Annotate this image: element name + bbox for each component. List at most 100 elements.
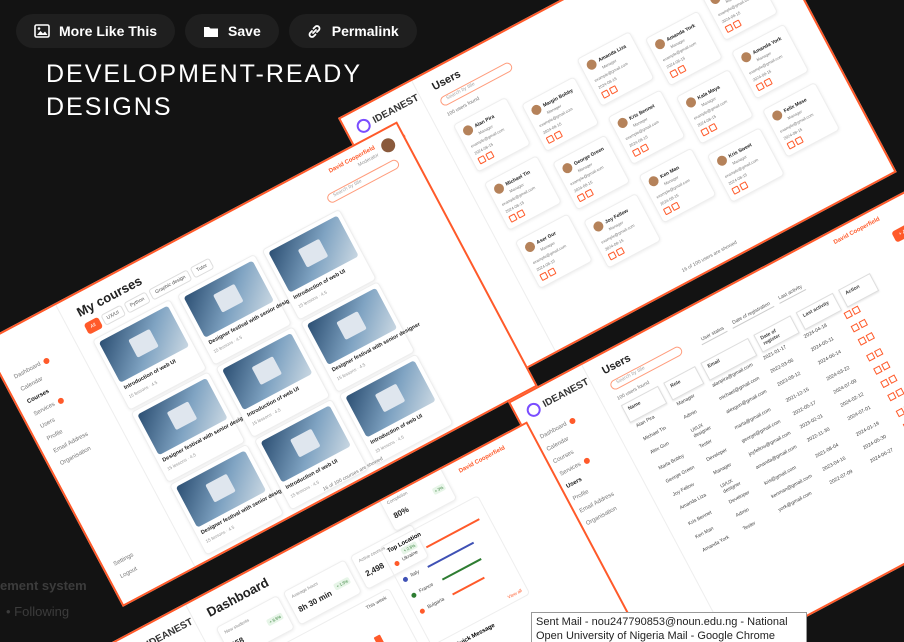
sidebar-nav: Dashboard Calendar Courses Services User…: [11, 353, 98, 470]
delete-icon[interactable]: [895, 387, 904, 398]
edit-icon[interactable]: [477, 155, 487, 165]
save-button[interactable]: Save: [185, 14, 279, 48]
delete-icon[interactable]: [516, 209, 526, 219]
delete-icon[interactable]: [865, 332, 876, 342]
avatar: [739, 50, 754, 64]
legend-swatch: [393, 559, 401, 567]
user-card[interactable]: Amanda York Manager example@gmail.com 2024-…: [730, 23, 810, 100]
edit-icon[interactable]: [576, 192, 587, 203]
avatar: [615, 116, 630, 130]
more-like-this-button[interactable]: More Like This: [16, 14, 176, 48]
delete-icon[interactable]: [485, 150, 495, 161]
delete-icon[interactable]: [851, 305, 861, 316]
user-name[interactable]: David Cooperfield: [458, 445, 507, 475]
background-list-fragment: • Following: [6, 604, 70, 619]
stat-label: New students: [223, 617, 250, 635]
delete-icon[interactable]: [858, 318, 868, 329]
edit-icon[interactable]: [607, 251, 618, 261]
user-card[interactable]: Ken Man Manager example@gmail.com 2024-08-1…: [638, 147, 717, 224]
edit-icon[interactable]: [700, 127, 710, 137]
avatar: [653, 37, 667, 51]
delete-icon[interactable]: [763, 77, 773, 88]
stat-badge: + 1.5%: [333, 576, 352, 591]
avatar: [523, 240, 537, 254]
avatar: [529, 103, 544, 117]
edit-icon[interactable]: [786, 140, 796, 150]
delete-icon[interactable]: [677, 64, 687, 75]
avatar: [715, 153, 729, 168]
user-card[interactable]: Aser Gur Manager example@gmail.com 2024-08-…: [514, 213, 593, 290]
delete-icon[interactable]: [639, 143, 650, 153]
filter-dropdown[interactable]: Date of registration: [729, 299, 775, 329]
delete-icon[interactable]: [708, 122, 718, 133]
avatar: [770, 108, 785, 123]
edit-icon[interactable]: [724, 23, 734, 34]
edit-icon[interactable]: [880, 378, 890, 389]
edit-icon[interactable]: [755, 81, 765, 92]
avatar: [591, 219, 606, 234]
edit-icon[interactable]: [669, 68, 679, 79]
legend-row: Bulgaria: [418, 575, 487, 615]
delete-icon[interactable]: [670, 201, 681, 212]
delete-icon[interactable]: [584, 188, 595, 199]
user-card[interactable]: George Green Manager example@gmail.com 2024…: [552, 134, 631, 211]
edit-icon[interactable]: [850, 323, 861, 333]
filter-chip[interactable]: All: [83, 316, 103, 335]
delete-icon[interactable]: [794, 135, 804, 146]
delete-icon[interactable]: [553, 130, 564, 140]
edit-icon[interactable]: [731, 185, 741, 195]
delete-icon[interactable]: [732, 19, 742, 29]
avatar: [584, 57, 599, 72]
edit-icon[interactable]: [887, 391, 897, 402]
legend-label: France: [418, 581, 435, 595]
delete-icon[interactable]: [874, 347, 884, 358]
edit-icon[interactable]: [631, 147, 642, 158]
user-card[interactable]: Amanda York Manager example@gmail.com 2024-…: [644, 10, 724, 87]
chart-period[interactable]: This week: [365, 595, 388, 612]
permalink-button[interactable]: Permalink: [288, 14, 417, 48]
user-card[interactable]: Kris Sweet Manager example@gmail.com 2024-0…: [706, 127, 785, 203]
chart-bar: [373, 634, 418, 642]
user-card[interactable]: Margin Bobby Manager example@gmail.com 2024…: [521, 76, 600, 153]
avatar: [684, 95, 698, 110]
edit-icon[interactable]: [873, 365, 883, 375]
background-title-fragment: ement system: [0, 578, 87, 593]
user-card[interactable]: Joy Fellow Manager example@gmail.com 2024-0…: [583, 192, 662, 269]
add-user-button[interactable]: + Add user: [891, 215, 904, 243]
brand-logo: IDEANEST: [128, 615, 195, 642]
edit-icon[interactable]: [843, 309, 853, 320]
delete-icon[interactable]: [615, 246, 626, 257]
filter-chip[interactable]: Tutor: [189, 257, 215, 279]
legend-swatch: [401, 575, 409, 583]
user-card[interactable]: Michael Tin Manager example@gmail.com 2024-…: [483, 155, 563, 231]
edit-icon[interactable]: [539, 271, 549, 282]
edit-icon[interactable]: [600, 89, 611, 99]
notification-dot: [568, 416, 577, 425]
edit-icon[interactable]: [662, 205, 673, 216]
delete-icon[interactable]: [739, 181, 749, 191]
background-list-item: Following: [14, 604, 70, 619]
notification-dot: [42, 356, 51, 365]
legend-row: Italy: [401, 540, 476, 583]
brand-name: IDEANEST: [540, 376, 591, 410]
edit-icon[interactable]: [508, 213, 518, 223]
more-like-this-label: More Like This: [59, 23, 158, 39]
filter-dropdown[interactable]: User status: [697, 323, 728, 346]
avatar[interactable]: [378, 135, 398, 155]
delete-icon[interactable]: [547, 267, 557, 277]
edit-icon[interactable]: [857, 336, 868, 346]
filter-dropdown[interactable]: Last activity: [775, 282, 806, 305]
user-card[interactable]: Felix Mase Manager example@gmail.com 2024-0…: [761, 81, 841, 158]
edit-icon[interactable]: [866, 352, 876, 362]
delete-icon[interactable]: [888, 374, 898, 384]
delete-icon[interactable]: [608, 85, 619, 95]
edit-icon[interactable]: [895, 407, 904, 418]
view-all-link[interactable]: View all: [506, 587, 523, 600]
user-card[interactable]: Kala Maya Manager example@gmail.com 2024-08…: [675, 68, 755, 145]
delete-icon[interactable]: [881, 361, 891, 371]
edit-icon[interactable]: [545, 134, 556, 145]
user-card[interactable]: Amanda Liza Manager example@gmail.com 2024-…: [576, 31, 655, 107]
top-toolbar: More Like This Save Permalink: [16, 14, 417, 48]
user-name[interactable]: David Cooperfield: [832, 216, 882, 246]
user-card[interactable]: Kris Bennet Manager example@gmail.com 2024-…: [607, 89, 686, 166]
